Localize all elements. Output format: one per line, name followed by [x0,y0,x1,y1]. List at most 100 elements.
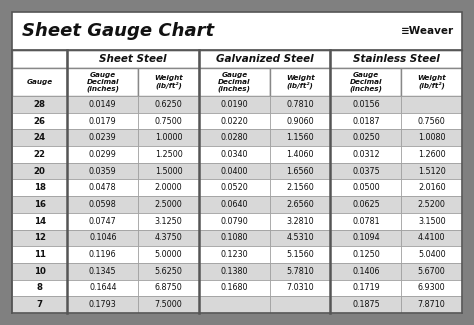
Text: 0.0280: 0.0280 [220,133,248,142]
Text: ≡Weaver: ≡Weaver [401,26,454,36]
Text: Galvanized Steel: Galvanized Steel [216,54,313,64]
Bar [330,50,462,68]
Bar [67,280,138,296]
Text: 26: 26 [34,117,46,125]
Bar [138,196,199,213]
Bar [401,163,462,179]
Text: 4.3750: 4.3750 [155,233,182,242]
Text: 10: 10 [34,267,46,276]
Text: Gauge
Decimal
(inches): Gauge Decimal (inches) [86,72,119,92]
Bar [401,113,462,129]
Text: 0.1719: 0.1719 [352,283,380,292]
Bar [199,263,270,280]
Bar [138,129,199,146]
Bar [138,146,199,163]
Bar [330,129,401,146]
Bar [12,96,67,113]
Text: 1.0000: 1.0000 [155,133,182,142]
Bar [401,229,462,246]
Text: 0.1345: 0.1345 [89,267,117,276]
Text: 0.7500: 0.7500 [155,117,182,125]
Bar [401,96,462,113]
Text: 5.6700: 5.6700 [418,267,446,276]
Bar [270,246,330,263]
Text: 2.1560: 2.1560 [286,183,314,192]
Bar [270,229,330,246]
Text: 6.8750: 6.8750 [155,283,182,292]
Text: 0.9060: 0.9060 [286,117,314,125]
Text: 6.9300: 6.9300 [418,283,446,292]
Bar [401,179,462,196]
Bar [270,113,330,129]
Bar [67,196,138,213]
Text: Weight
(lb/ft²): Weight (lb/ft²) [154,75,183,89]
Bar [12,213,67,229]
Bar [330,96,401,113]
Bar [12,50,67,68]
Bar [67,179,138,196]
Text: Gauge
Decimal
(inches): Gauge Decimal (inches) [218,72,251,92]
Text: 1.0080: 1.0080 [418,133,446,142]
Bar [67,146,138,163]
Text: 0.1250: 0.1250 [352,250,380,259]
Text: 0.7810: 0.7810 [286,100,314,109]
Text: 0.0640: 0.0640 [220,200,248,209]
Text: 2.6560: 2.6560 [286,200,314,209]
Text: 1.1560: 1.1560 [286,133,314,142]
Bar [138,68,199,96]
Bar [330,246,401,263]
Text: 18: 18 [34,183,46,192]
Bar [270,280,330,296]
Bar [67,229,138,246]
Bar [12,246,67,263]
Bar [330,296,401,313]
Text: 3.1250: 3.1250 [155,217,182,226]
Text: 8: 8 [36,283,43,292]
Text: 2.0000: 2.0000 [155,183,182,192]
Text: 7.8710: 7.8710 [418,300,446,309]
Bar [138,163,199,179]
Text: 0.0478: 0.0478 [89,183,117,192]
Bar [330,68,401,96]
Bar [330,263,401,280]
Text: 0.1644: 0.1644 [89,283,117,292]
Bar [12,280,67,296]
Bar [330,280,401,296]
Bar [138,296,199,313]
Bar [12,163,67,179]
Bar [199,96,270,113]
Bar [270,129,330,146]
Bar [401,263,462,280]
Text: Sheet Gauge Chart: Sheet Gauge Chart [22,22,214,40]
Bar [401,68,462,96]
Text: 0.1875: 0.1875 [352,300,380,309]
Text: 24: 24 [34,133,46,142]
Bar [401,213,462,229]
Bar [199,129,270,146]
Bar [12,196,67,213]
Text: 0.0156: 0.0156 [352,100,380,109]
Text: 0.0400: 0.0400 [220,167,248,176]
Bar [67,50,199,68]
Text: 1.5000: 1.5000 [155,167,182,176]
Text: 0.1680: 0.1680 [220,283,248,292]
Text: Weight
(lb/ft²): Weight (lb/ft²) [418,75,446,89]
Text: 0.0179: 0.0179 [89,117,117,125]
Bar [67,246,138,263]
Text: 14: 14 [34,217,46,226]
Bar [67,263,138,280]
Text: Stainless Steel: Stainless Steel [353,54,439,64]
Text: 0.0520: 0.0520 [220,183,248,192]
Bar [12,229,67,246]
Text: 11: 11 [34,250,46,259]
Text: Weight
(lb/ft²): Weight (lb/ft²) [286,75,315,89]
Bar [330,113,401,129]
Bar [138,96,199,113]
Bar [270,263,330,280]
Bar [270,68,330,96]
Bar [67,163,138,179]
Bar [67,113,138,129]
Text: 0.0790: 0.0790 [220,217,248,226]
Text: 0.0500: 0.0500 [352,183,380,192]
Bar [67,213,138,229]
